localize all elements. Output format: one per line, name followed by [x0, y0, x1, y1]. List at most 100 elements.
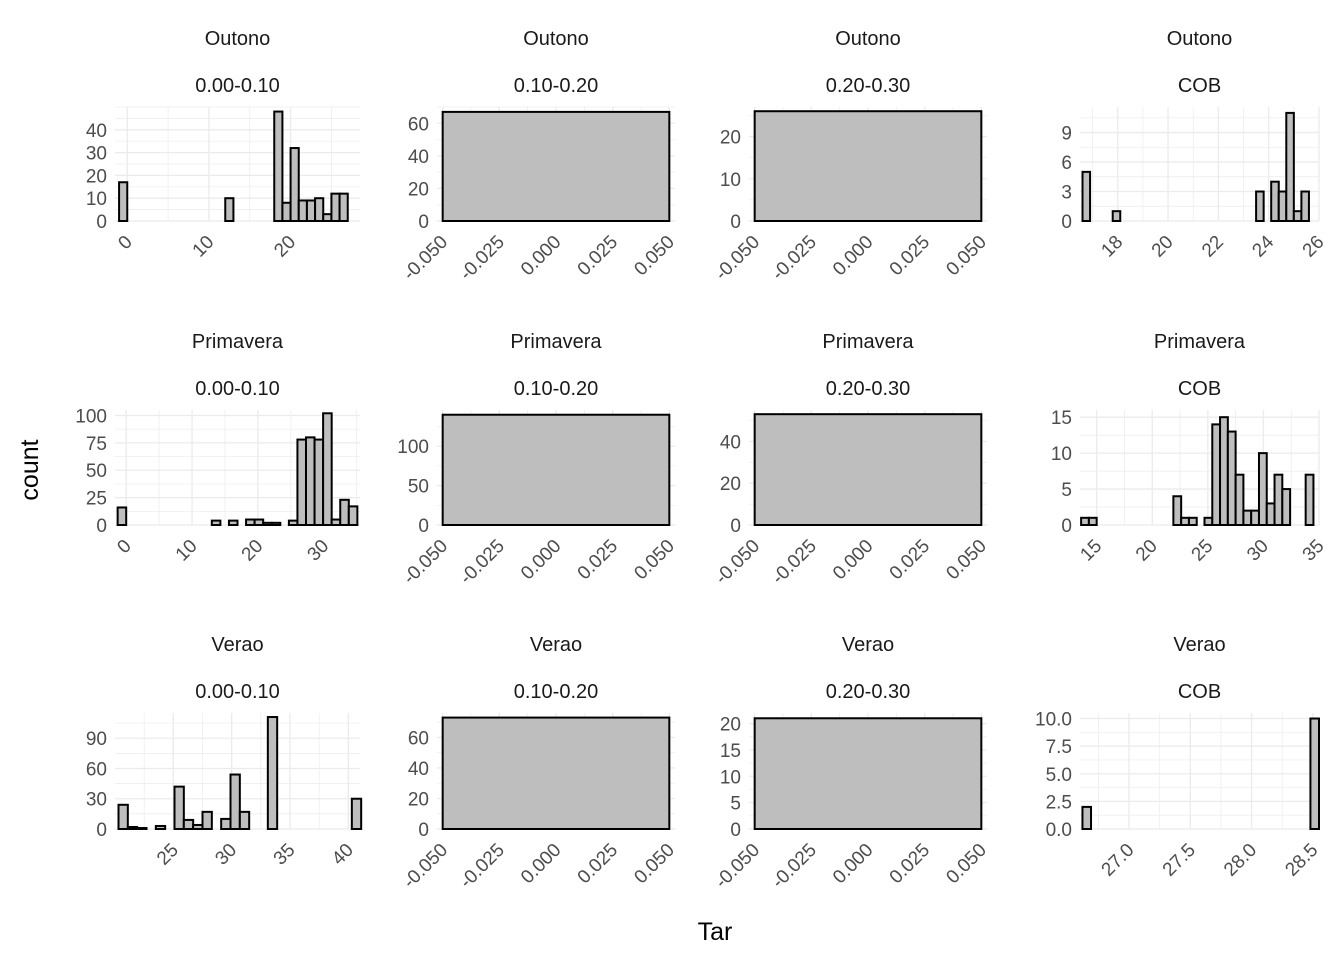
histogram-bar [339, 498, 350, 526]
histogram-bar [227, 519, 239, 526]
y-tick-label: 0 [1061, 212, 1072, 233]
histogram-bar [296, 438, 307, 527]
facet-panel-2-2: Primavera 0.10-0.20 0 50 100 -0.050 -0.025 0.00… [397, 331, 679, 589]
facet-season-label: Primavera [510, 331, 602, 353]
facet-range-label: COB [1178, 378, 1221, 400]
histogram-bar [262, 521, 273, 526]
facet-season-label: Outono [523, 28, 589, 50]
histogram-bar [117, 803, 129, 831]
histogram-bar [289, 147, 300, 222]
y-tick-label: 0 [1061, 516, 1072, 537]
histogram-bar [1211, 423, 1222, 526]
x-tick-label: -0.025 [768, 536, 821, 589]
facet-panel-3-4: Verao COB 0.0 2.5 5.0 7.5 10.0 27.0 27.5 28.0 28.5 [1035, 634, 1322, 881]
facet-season-label: Outono [205, 28, 271, 50]
histogram-bar [201, 810, 213, 830]
histogram-bar [1265, 502, 1276, 526]
x-tick-label: 27.0 [1098, 840, 1139, 881]
histogram-bar [1180, 516, 1190, 526]
histogram-bar [1203, 516, 1214, 526]
histogram-bar [1081, 805, 1093, 831]
x-tick-label: 24 [1248, 231, 1278, 261]
facet-season-label: Outono [1167, 28, 1233, 50]
histogram-bar [154, 824, 167, 831]
histogram-bar [1081, 170, 1092, 223]
histogram-bar [1242, 509, 1253, 526]
x-tick-label: -0.025 [768, 840, 821, 893]
histogram-bar [210, 519, 222, 526]
histogram-bar [1111, 210, 1122, 222]
y-tick-label: 50 [86, 461, 107, 482]
y-tick-label: 0 [730, 212, 741, 233]
x-tick-label: 28.5 [1281, 840, 1322, 881]
histogram-bar [1304, 473, 1315, 526]
x-tick-label: 35 [270, 840, 300, 870]
y-tick-label: 50 [408, 477, 429, 498]
y-tick-label: 20 [86, 166, 107, 187]
histogram-bar [173, 785, 185, 830]
histogram-bar [441, 716, 671, 830]
y-tick-label: 40 [86, 121, 107, 142]
histogram-bar [245, 518, 256, 526]
x-tick-label: 0 [114, 232, 136, 254]
facet-range-label: 0.20-0.30 [826, 378, 911, 400]
facet-panel-2-1: Primavera 0.00-0.10 0 25 50 75 100 0 10 20 30 [75, 331, 360, 565]
histogram-bar [753, 717, 983, 830]
histogram-bar [1250, 509, 1260, 526]
y-tick-label: 6 [1061, 153, 1072, 174]
facet-range-label: 0.00-0.10 [195, 378, 280, 400]
facet-season-label: Verao [530, 634, 582, 656]
y-tick-label: 75 [86, 434, 107, 455]
histogram-bar [1285, 111, 1295, 222]
x-tick-label: 28.0 [1220, 840, 1261, 881]
facet-season-label: Primavera [192, 331, 284, 353]
facet-range-label: 0.10-0.20 [514, 75, 599, 97]
facet-panel-1-4: Outono COB 0 3 6 9 18 20 22 24 26 [1061, 28, 1328, 261]
histogram-bar [1292, 210, 1303, 222]
histogram-bar [266, 716, 279, 831]
histogram-bar [1226, 430, 1237, 526]
x-tick-label: 0.000 [517, 232, 565, 280]
x-tick-label: 0.050 [630, 840, 678, 888]
y-tick-label: 100 [397, 437, 429, 458]
facet-panel-3-1: Verao 0.00-0.10 0 30 60 90 25 30 35 40 [86, 634, 363, 870]
x-tick-label: 10 [189, 232, 219, 262]
x-tick-label: 15 [1076, 536, 1106, 566]
histogram-bar [116, 506, 128, 527]
y-axis-title: count [16, 439, 44, 500]
histogram-bar [441, 413, 671, 526]
x-tick-label: -0.025 [456, 536, 509, 589]
histogram-bar [224, 197, 235, 222]
x-axis-title: Tar [698, 918, 733, 946]
histogram-bar [1309, 717, 1321, 830]
histogram-bar [305, 199, 317, 222]
histogram-bar [1300, 190, 1310, 223]
x-tick-label: 30 [304, 536, 334, 566]
histogram-bar [192, 823, 204, 830]
histogram-bar [347, 505, 359, 526]
y-tick-label: 0 [730, 820, 741, 841]
x-tick-label: -0.050 [711, 232, 764, 285]
x-tick-label: 0.025 [886, 232, 934, 280]
x-tick-label: 0.050 [942, 536, 990, 584]
x-tick-label: 20 [1148, 232, 1178, 262]
y-tick-label: 10 [720, 170, 741, 191]
histogram-bar [322, 213, 333, 223]
y-tick-label: 15 [720, 741, 741, 762]
y-tick-label: 20 [720, 474, 741, 495]
histogram-bar [322, 412, 333, 526]
y-tick-label: 0 [418, 820, 429, 841]
y-tick-label: 20 [720, 128, 741, 149]
x-tick-label: 0.050 [630, 232, 678, 280]
histogram-bar [126, 825, 139, 830]
y-tick-label: 60 [86, 759, 107, 780]
histogram-bar [229, 773, 241, 831]
x-tick-label: -0.050 [711, 840, 764, 893]
y-tick-label: 10.0 [1035, 710, 1072, 731]
x-tick-label: 0.000 [829, 536, 877, 584]
